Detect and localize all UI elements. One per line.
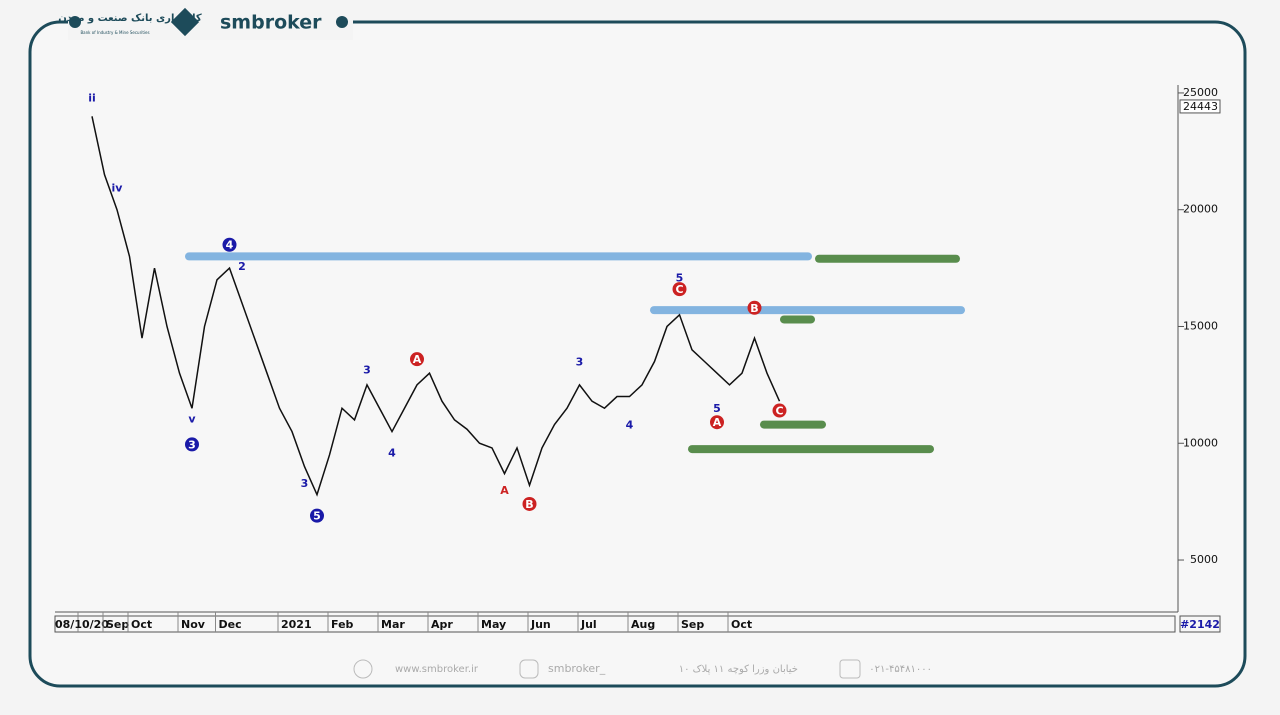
bank-name: کارگزاری بانک صنعت و معدن [58, 11, 202, 24]
level-band [760, 420, 826, 429]
x-tick-label: 2021 [281, 618, 312, 631]
y-tick-label: 10000 [1183, 436, 1218, 449]
dot [69, 16, 81, 28]
wave-label: 2 [238, 260, 246, 273]
wave-label: C [675, 283, 683, 296]
y-tick-label: 15000 [1183, 319, 1218, 332]
phone: ۰۲۱-۴۵۴۸۱۰۰۰ [869, 664, 932, 675]
chart-id: #2142 [1180, 618, 1220, 631]
x-tick-label: Apr [431, 618, 453, 631]
level-band [650, 306, 965, 315]
x-tick-label: Dec [219, 618, 242, 631]
wave-label: A [413, 353, 422, 366]
x-tick-label: Nov [181, 618, 206, 631]
y-tick-label: 25000 [1183, 86, 1218, 99]
x-tick-label: Jul [580, 618, 597, 631]
wave-circle [710, 415, 724, 430]
brand: smbroker [220, 12, 322, 34]
x-tick-label: Feb [331, 618, 354, 631]
x-tick-label: Oct [131, 618, 152, 631]
x-tick-label: Oct [731, 618, 752, 631]
id-box [1179, 615, 1221, 633]
wave-label: v [188, 413, 196, 426]
wave-label: 3 [301, 477, 309, 490]
x-tick-label: Sep [681, 618, 704, 631]
phone-icon [839, 659, 861, 679]
price-line [91, 116, 781, 497]
wave-label: 3 [363, 364, 371, 377]
y-tick-label: 20000 [1183, 203, 1218, 216]
insta-icon [519, 659, 539, 679]
x-tick-label: Mar [381, 618, 405, 631]
wave-circle [410, 352, 424, 367]
x-tick-label: 08/10/20 [55, 618, 109, 631]
instagram: smbroker_ [548, 662, 606, 675]
wave-label: iv [112, 182, 124, 195]
wave-circle [310, 508, 324, 523]
wave-label: B [525, 498, 533, 511]
wave-label: 5 [713, 402, 721, 415]
wave-label: ii [88, 92, 96, 105]
wave-label: C [775, 405, 783, 418]
wave-circle [522, 496, 537, 511]
level-band [688, 445, 934, 454]
wave-label: 3 [576, 356, 584, 369]
wave-circle [672, 282, 687, 297]
level-band [185, 252, 812, 261]
wave-label: 5 [676, 271, 684, 284]
last-price-box [1179, 99, 1221, 114]
wave-label: 3 [188, 438, 196, 451]
wave-label: B [750, 302, 758, 315]
x-tick-label: Aug [631, 618, 655, 631]
level-band [815, 254, 960, 263]
level-band [780, 315, 815, 324]
wave-circle [747, 300, 762, 315]
wave-label: A [713, 416, 722, 429]
last-price: 24443 [1183, 100, 1218, 113]
dot [336, 16, 348, 28]
x-tick-label: May [481, 618, 506, 631]
wave-circle [222, 237, 237, 252]
wave-label: 5 [313, 510, 321, 523]
wave-label: 4 [626, 419, 634, 432]
wave-label: A [500, 484, 509, 497]
frame [28, 20, 1247, 688]
bank-name-en: Bank of Industry & Mine Securities [80, 30, 149, 35]
address: خیابان وزرا کوچه ۱۱ پلاک ۱۰ [679, 664, 798, 675]
header-bg [68, 6, 353, 40]
wave-label: 4 [388, 447, 396, 460]
x-tick-label: Sep [106, 618, 129, 631]
y-tick-label: 5000 [1190, 553, 1218, 566]
wave-circle [772, 403, 787, 418]
website: www.smbroker.ir [395, 664, 479, 675]
wave-label: 4 [226, 239, 234, 252]
wave-circle [185, 437, 199, 452]
date-bar [54, 615, 1176, 633]
x-tick-label: Jun [530, 618, 551, 631]
web-icon [353, 659, 373, 679]
